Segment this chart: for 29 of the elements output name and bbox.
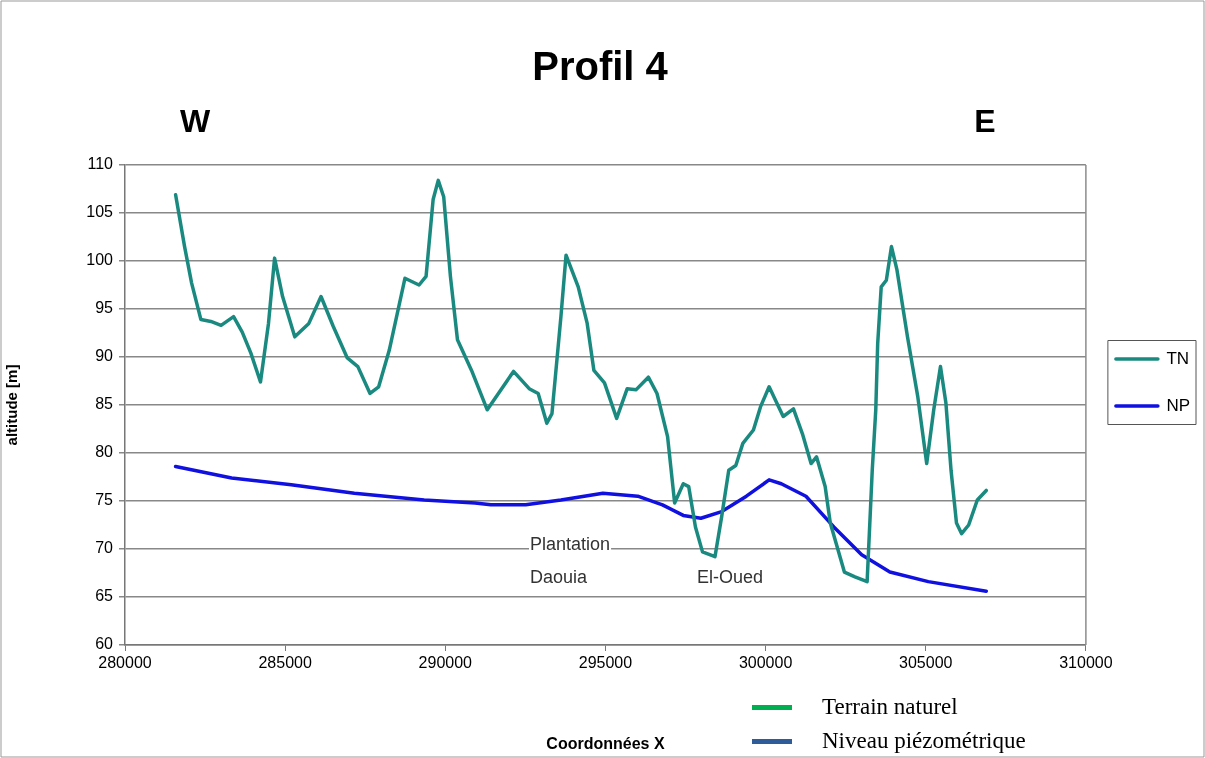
annotation: Plantation Daouia (530, 533, 611, 587)
y-tick-label: 95 (95, 299, 114, 317)
annotation: El-Oued (697, 566, 764, 587)
y-tick-label: 80 (95, 443, 114, 461)
x-axis-title: Coordonnées X (546, 734, 665, 752)
x-tick-label: 310000 (1059, 654, 1113, 672)
chart-title: Profil 4 (532, 44, 669, 89)
x-tick-label: 290000 (418, 654, 473, 672)
y-tick-label: 70 (95, 539, 114, 557)
y-tick-label: 85 (95, 395, 114, 413)
y-tick-label: 75 (95, 491, 114, 509)
y-tick-label: 100 (86, 251, 114, 269)
y-tick-label: 65 (95, 587, 114, 605)
legend-label: NP (1166, 395, 1191, 415)
y-tick-label: 60 (95, 635, 114, 653)
x-tick-label: 285000 (258, 654, 312, 672)
text: Niveau piézométrique (822, 728, 1026, 754)
text: W (179, 102, 211, 139)
legend-label: TN (1166, 348, 1190, 368)
y-tick-label: 110 (87, 155, 114, 173)
x-tick-label: 305000 (899, 654, 953, 672)
y-tick-label: 105 (86, 203, 114, 221)
x-tick-label: 280000 (98, 654, 152, 672)
x-tick-label: 300000 (738, 654, 793, 672)
y-tick-label: 90 (95, 347, 114, 365)
y-axis-title: altitude [m] (3, 364, 21, 446)
x-tick-label: 295000 (578, 654, 633, 672)
text: E (974, 102, 996, 139)
text: Terrain naturel (822, 694, 958, 720)
